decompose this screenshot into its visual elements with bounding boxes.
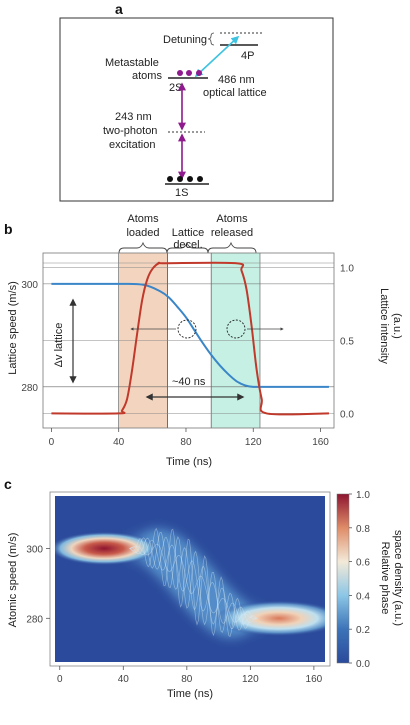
colorbar-tick-label: 1.0: [356, 490, 370, 501]
b-x-tick-label: 0: [49, 437, 55, 448]
ground-atom: [177, 176, 183, 182]
colorbar-tick-label: 0.6: [356, 558, 370, 569]
released-brace: [207, 241, 257, 254]
panel-a-frame: [59, 17, 334, 202]
lattice-plot: 0 40 80 120 160 280 300 0.0 0.5 1.0: [21, 252, 354, 448]
ground-atom: [187, 176, 193, 182]
c-ylabel: Atomic speed (m/s): [7, 533, 19, 628]
state-1s-label: 1S: [175, 187, 188, 199]
phase-decel-line2: decel.: [173, 239, 202, 251]
metastable-atom: [177, 70, 183, 76]
state-4p-label: 4P: [241, 50, 254, 62]
loaded-brace: [118, 241, 168, 254]
b-ylabel-right-line1: Lattice intensity: [378, 288, 390, 364]
b-y-tick-label: 280: [21, 383, 38, 394]
b-x-tick-label: 40: [113, 437, 125, 448]
b-ylabel-right-line2: (a.u.): [391, 313, 403, 339]
detuning-label: Detuning: [163, 34, 207, 46]
colorbar-tick-label: 0.8: [356, 524, 370, 535]
detuning-brace: [207, 32, 215, 46]
b-y2-tick-label: 0.0: [340, 409, 354, 420]
ground-atom: [197, 176, 203, 182]
duration-label: ~40 ns: [172, 376, 206, 388]
lattice-label-line1: 486 nm: [218, 74, 255, 86]
lattice-speed-curve: [51, 282, 329, 388]
intensity-curve-marker: [226, 319, 246, 339]
b-plot-frame: [42, 252, 335, 429]
c-y-tick-label: 300: [26, 544, 43, 555]
heatmap-peak-final: [214, 600, 325, 637]
metastable-label-line2: atoms: [132, 70, 162, 82]
lattice-label-line2: optical lattice: [203, 87, 267, 99]
c-x-tick-label: 120: [242, 674, 259, 685]
heatmap-peak-initial: [55, 531, 160, 566]
fringe-line: [129, 543, 257, 623]
b-ylabel-left: Lattice speed (m/s): [7, 281, 19, 375]
state-2s-label: 2S: [169, 82, 182, 94]
c-axes: 0 40 80 120 160 280 300: [26, 544, 322, 685]
c-x-tick-label: 0: [57, 674, 63, 685]
b-x-tick-label: 80: [180, 437, 192, 448]
colorbar-tick-label: 0.0: [356, 659, 370, 670]
panel-c: c 0 40 80 120 160 280 300 Atomic speed (m/s) T…: [4, 476, 404, 700]
b-y2-tick-label: 0.5: [340, 337, 354, 348]
panel-c-label: c: [4, 476, 12, 492]
b-x-tick-label: 160: [312, 437, 329, 448]
delta-v-label: Δv lattice: [53, 323, 65, 368]
phase-annotations: Atoms loaded Lattice decel. Atoms releas…: [118, 213, 257, 254]
c-xlabel: Time (ns): [167, 688, 213, 700]
b-y2-tick-label: 1.0: [340, 264, 354, 275]
colorbar: [336, 493, 350, 664]
fringe-line: [129, 539, 257, 625]
excitation-line1: 243 nm: [115, 111, 152, 123]
phase-released-line2: released: [211, 227, 253, 239]
panel-a: a 4P Detuning 486 nm optical lattice 2S …: [59, 1, 334, 202]
c-plot-frame: [49, 491, 331, 667]
phase-loaded-line2: loaded: [126, 227, 159, 239]
c-x-tick-label: 40: [118, 674, 130, 685]
phase-space-heatmap: [55, 496, 325, 662]
metastable-atom: [186, 70, 192, 76]
panel-b-label: b: [4, 221, 13, 237]
phase-released-line1: Atoms: [216, 213, 248, 225]
fringe-line: [129, 527, 257, 638]
b-x-tick-label: 120: [245, 437, 262, 448]
c-x-tick-label: 160: [306, 674, 323, 685]
phase-decel-line1: Lattice: [172, 227, 204, 239]
colorbar-label-line1: Relative phase: [379, 542, 391, 615]
metastable-label-line1: Metastable: [105, 57, 159, 69]
excitation-line2: two-photon: [103, 125, 157, 137]
lattice-intensity-curve: [51, 261, 329, 416]
c-y-tick-label: 280: [26, 614, 43, 625]
colorbar-tick-label: 0.2: [356, 625, 370, 636]
speed-curve-marker: [177, 319, 197, 339]
lattice-transition-arrow: [194, 35, 240, 78]
c-x-tick-label: 80: [181, 674, 193, 685]
fringe-line: [129, 537, 257, 629]
panel-a-label: a: [115, 1, 123, 17]
colorbar-ticks: 0.0 0.2 0.4 0.6 0.8 1.0: [349, 490, 370, 670]
excitation-line3: excitation: [109, 139, 155, 151]
b-y-tick-label: 300: [21, 280, 38, 291]
colorbar-tick-label: 0.4: [356, 591, 370, 602]
heatmap-fringes: [129, 527, 257, 638]
b-xlabel: Time (ns): [166, 456, 212, 468]
fringe-line: [129, 531, 257, 633]
phase-loaded-line1: Atoms: [127, 213, 159, 225]
decel-brace: [166, 241, 209, 254]
ground-atom: [167, 176, 173, 182]
colorbar-label-line2: space density (a.u.): [392, 530, 404, 626]
panel-b: b Atoms loaded Lattice decel. Atoms rele…: [4, 213, 403, 468]
metastable-atom: [196, 70, 202, 76]
